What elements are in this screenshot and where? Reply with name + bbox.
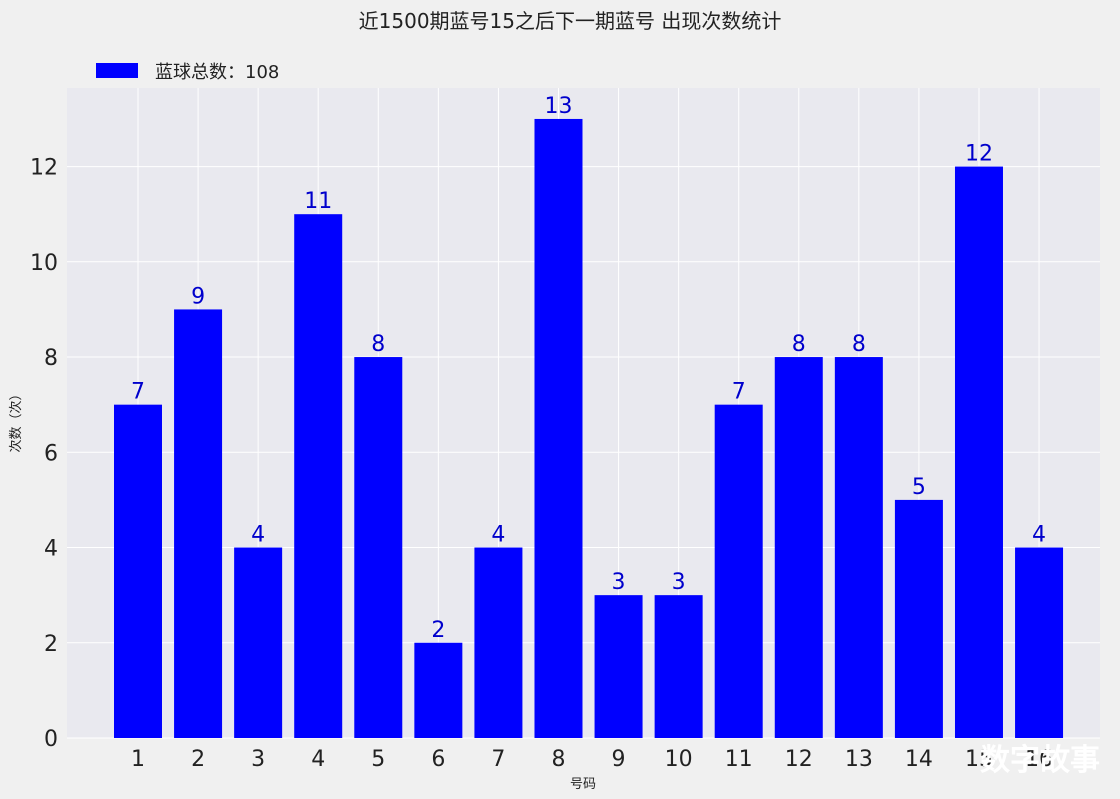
bar-value-label: 4 [251,523,265,548]
bar-value-label: 3 [672,570,686,595]
x-tick-label: 7 [491,747,505,772]
legend-label: 蓝球总数：108 [155,62,279,83]
bar-value-label: 5 [912,475,926,500]
bar-value-label: 8 [371,332,385,357]
bar [474,547,523,738]
bar [414,642,463,738]
x-tick-label: 12 [785,747,813,772]
bar-value-label: 4 [1032,523,1046,548]
legend-swatch [96,63,138,78]
bar-value-label: 11 [304,189,332,214]
x-tick-label: 2 [191,747,205,772]
bar-value-label: 4 [491,523,505,548]
chart-title: 近1500期蓝号15之后下一期蓝号 出现次数统计 [359,9,782,33]
x-tick-label: 1 [131,747,145,772]
bar [774,357,823,738]
data-labels: 7 9 4 11 8 2 4 13 3 3 7 8 8 5 12 4 [131,94,1046,643]
x-tick-label: 5 [371,747,385,772]
x-tick-label: 16 [1025,747,1053,772]
bar [714,404,763,738]
bar [894,499,943,738]
x-axis-label: 号码 [570,777,596,792]
bar [534,118,583,738]
bars [114,118,1064,739]
bar [954,166,1003,739]
watermark: 数字故事 [980,743,1100,778]
x-tick-label: 10 [665,747,693,772]
y-tick-label: 8 [44,346,58,371]
x-tick-label: 13 [845,747,873,772]
x-tick-label: 14 [905,747,933,772]
x-tick-label: 4 [311,747,325,772]
y-tick-labels: 0 2 4 6 8 10 12 [30,156,58,752]
y-tick-label: 0 [44,727,58,752]
bar-value-label: 8 [792,332,806,357]
x-tick-label: 8 [551,747,565,772]
bar-value-label: 12 [965,142,993,167]
x-tick-labels: 1 2 3 4 5 6 7 8 9 10 11 12 13 14 15 16 [131,747,1053,772]
y-tick-label: 2 [44,632,58,657]
y-tick-label: 12 [30,156,58,181]
x-tick-label: 15 [965,747,993,772]
bar [114,404,162,738]
bar-value-label: 8 [852,332,866,357]
bar-value-label: 7 [732,380,746,405]
bar [1015,547,1064,738]
y-axis-label: 次数（次） [8,387,24,452]
x-tick-label: 11 [725,747,753,772]
x-tick-label: 3 [251,747,265,772]
bar-value-label: 2 [431,618,445,643]
bar-value-label: 9 [191,284,205,309]
y-tick-label: 10 [30,251,58,276]
x-tick-label: 9 [612,747,626,772]
bar [174,309,223,738]
y-tick-label: 6 [44,441,58,466]
bar [594,595,643,738]
bar-value-label: 7 [131,380,145,405]
bar [294,214,343,738]
bar-value-label: 3 [612,570,626,595]
legend: 蓝球总数：108 [96,62,279,83]
bar [354,357,403,738]
x-tick-label: 6 [431,747,445,772]
bar [654,595,703,738]
y-tick-label: 4 [44,537,58,562]
bar-value-label: 13 [544,94,572,119]
bar [834,357,883,738]
bar [234,547,283,738]
